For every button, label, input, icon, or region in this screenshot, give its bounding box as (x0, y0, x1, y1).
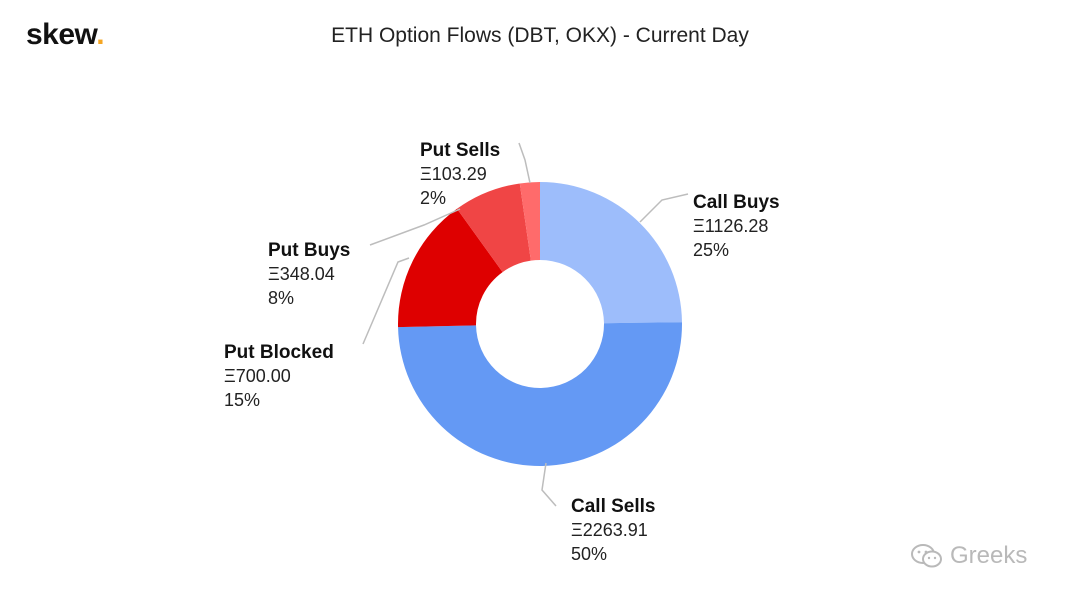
logo-dot: . (96, 18, 105, 51)
leader-line-put-buys (369, 208, 461, 246)
slice-value-call-buys: Ξ1126.28 (693, 216, 768, 236)
slice-value-call-sells: Ξ2263.91 (571, 520, 648, 540)
leader-line-call-buys (639, 193, 689, 223)
slice-percent-put-buys: 8% (268, 288, 294, 308)
slice-value-put-sells: Ξ103.29 (420, 164, 487, 184)
slice-value-put-blocked: Ξ700.00 (224, 366, 291, 386)
slice-call-sells (398, 322, 683, 467)
watermark-text: Greeks (950, 542, 1028, 569)
slice-percent-call-buys: 25% (693, 240, 729, 260)
slice-percent-put-sells: 2% (420, 188, 446, 208)
leader-line-put-blocked (362, 257, 410, 345)
slice-put-buys (456, 183, 531, 273)
logo-text: skew (26, 18, 97, 51)
chart-title: ETH Option Flows (DBT, OKX) - Current Da… (331, 24, 749, 47)
slice-label-put-buys: Put Buys (268, 240, 350, 261)
slice-label-call-sells: Call Sells (571, 496, 656, 517)
watermark: Greeks (910, 542, 1027, 570)
slice-label-put-blocked: Put Blocked (224, 342, 334, 363)
slice-percent-call-sells: 50% (571, 544, 607, 564)
slice-call-buys (540, 182, 682, 324)
slice-label-call-buys: Call Buys (693, 192, 780, 213)
wechat-icon (911, 544, 942, 568)
skew-logo: skew. (26, 18, 105, 52)
slice-label-put-sells: Put Sells (420, 140, 500, 161)
slice-put-blocked (398, 208, 503, 328)
slice-value-put-buys: Ξ348.04 (268, 264, 335, 284)
slice-percent-put-blocked: 15% (224, 390, 260, 410)
leader-line-call-sells (541, 462, 557, 507)
leader-line-put-sells (518, 142, 531, 184)
slice-put-sells (519, 182, 540, 261)
